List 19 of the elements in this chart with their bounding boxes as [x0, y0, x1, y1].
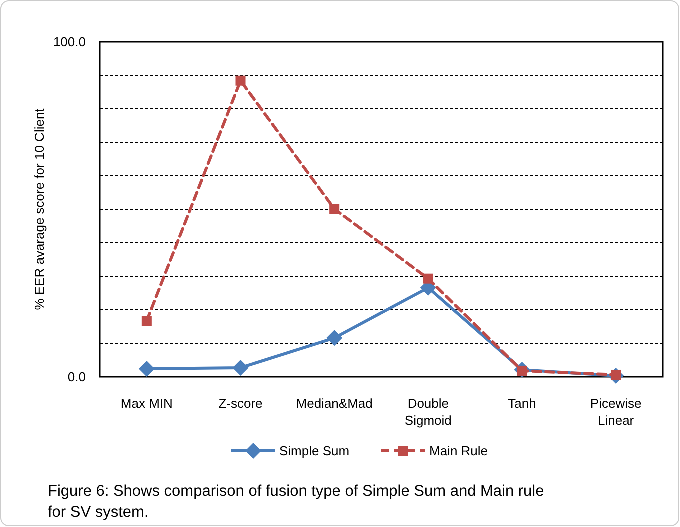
- point: [236, 76, 246, 86]
- legend-label: Main Rule: [430, 444, 488, 459]
- x-tick-label: Picewise Linear: [590, 396, 642, 428]
- legend-label: Simple Sum: [280, 444, 350, 459]
- point: [142, 316, 152, 326]
- point: [423, 274, 434, 284]
- x-tick-label: Z-score: [218, 396, 263, 411]
- point: [330, 204, 340, 214]
- y-tick-label: 0.0: [68, 370, 86, 385]
- x-tick-label: Max MIN: [120, 396, 173, 411]
- x-tick-label: Tanh: [508, 396, 536, 411]
- point: [232, 360, 249, 376]
- point: [138, 360, 155, 377]
- y-axis-title: % EER avarage score for 10 Client: [32, 108, 47, 310]
- x-tick-label: Double Sigmoid: [404, 396, 452, 428]
- caption: Figure 6: Shows comparison of fusion type of Simple Sum and Main rule for SV system.: [48, 483, 544, 521]
- y-tick-label: 100.0: [53, 34, 86, 50]
- x-tick-label: Median&Mad: [296, 396, 373, 411]
- point: [326, 330, 343, 346]
